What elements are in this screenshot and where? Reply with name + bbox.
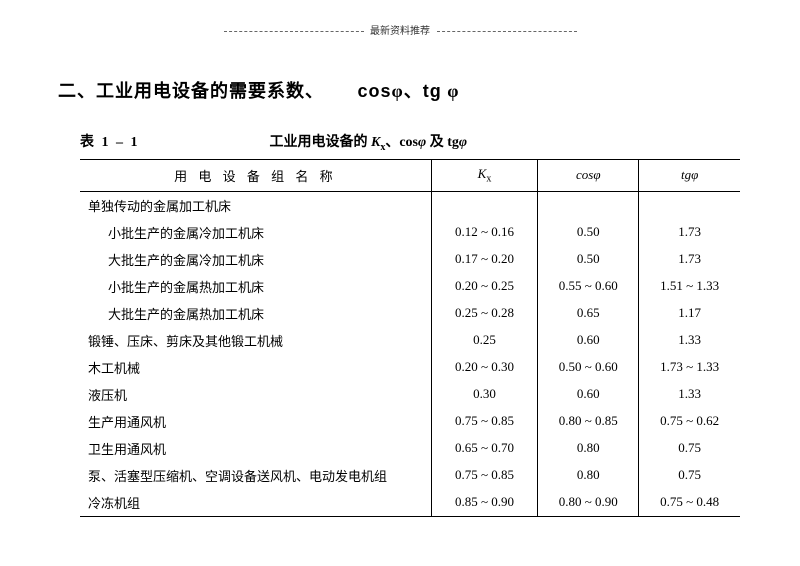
cell-kx: 0.20 ~ 0.25 (431, 273, 537, 300)
table-row: 卫生用通风机0.65 ~ 0.700.800.75 (80, 435, 740, 462)
cell-cos: 0.50 ~ 0.60 (538, 354, 639, 381)
table-header-row: 用 电 设 备 组 名 称 Kx cosφ tgφ (80, 159, 740, 191)
cell-cos: 0.55 ~ 0.60 (538, 273, 639, 300)
cell-tg: 0.75 ~ 0.48 (639, 489, 740, 517)
table-row: 小批生产的金属热加工机床0.20 ~ 0.250.55 ~ 0.601.51 ~… (80, 273, 740, 300)
cell-kx: 0.25 (431, 327, 537, 354)
cell-cos: 0.65 (538, 300, 639, 327)
section-title-tg: tg (423, 81, 442, 101)
cell-tg: 1.73 ~ 1.33 (639, 354, 740, 381)
cell-name: 泵、活塞型压缩机、空调设备送风机、电动发电机组 (80, 462, 431, 489)
cell-cos (538, 191, 639, 219)
header-text: 最新资料推荐 (370, 26, 430, 37)
cell-cos: 0.60 (538, 381, 639, 408)
table-body: 单独传动的金属加工机床小批生产的金属冷加工机床0.12 ~ 0.160.501.… (80, 191, 740, 516)
caption-kx-k: K (371, 135, 380, 150)
cell-tg: 1.33 (639, 381, 740, 408)
cell-tg: 1.33 (639, 327, 740, 354)
cell-kx: 0.12 ~ 0.16 (431, 219, 537, 246)
table-row: 生产用通风机0.75 ~ 0.850.80 ~ 0.850.75 ~ 0.62 (80, 408, 740, 435)
cell-tg: 1.73 (639, 219, 740, 246)
cell-name: 单独传动的金属加工机床 (80, 191, 431, 219)
cell-cos: 0.60 (538, 327, 639, 354)
table-container: 表 1 – 1 工业用电设备的 Kx、cosφ 及 tgφ 用 电 设 备 组 … (80, 131, 740, 517)
cell-name: 小批生产的金属冷加工机床 (80, 219, 431, 246)
cell-cos: 0.80 (538, 462, 639, 489)
cell-tg: 1.51 ~ 1.33 (639, 273, 740, 300)
caption-prefix: 工业用电设备的 (270, 135, 372, 150)
cell-cos: 0.50 (538, 246, 639, 273)
cell-kx: 0.25 ~ 0.28 (431, 300, 537, 327)
cell-tg: 0.75 ~ 0.62 (639, 408, 740, 435)
table-row: 泵、活塞型压缩机、空调设备送风机、电动发电机组0.75 ~ 0.850.800.… (80, 462, 740, 489)
table-row: 液压机0.300.601.33 (80, 381, 740, 408)
caption-mid: 、cos (385, 135, 418, 150)
cell-tg: 1.17 (639, 300, 740, 327)
table-caption: 工业用电设备的 Kx、cosφ 及 tgφ (270, 131, 468, 153)
cell-kx: 0.17 ~ 0.20 (431, 246, 537, 273)
cell-kx: 0.20 ~ 0.30 (431, 354, 537, 381)
col-header-tg-txt: tgφ (681, 167, 698, 182)
cell-tg (639, 191, 740, 219)
cell-cos: 0.80 (538, 435, 639, 462)
section-title: 二、工业用电设备的需要系数、 cosφ、tg φ (58, 77, 800, 103)
cell-name: 冷冻机组 (80, 489, 431, 517)
cell-cos: 0.80 ~ 0.85 (538, 408, 639, 435)
cell-name: 生产用通风机 (80, 408, 431, 435)
cell-tg: 0.75 (639, 435, 740, 462)
data-table: 用 电 设 备 组 名 称 Kx cosφ tgφ 单独传动的金属加工机床小批生… (80, 159, 740, 517)
cell-cos: 0.50 (538, 219, 639, 246)
col-header-kx-sub: x (486, 174, 491, 185)
cell-name: 大批生产的金属热加工机床 (80, 300, 431, 327)
caption-phi2: φ (459, 135, 467, 150)
col-header-cos-txt: cosφ (576, 167, 601, 182)
cell-cos: 0.80 ~ 0.90 (538, 489, 639, 517)
table-row: 冷冻机组0.85 ~ 0.900.80 ~ 0.900.75 ~ 0.48 (80, 489, 740, 517)
cell-tg: 0.75 (639, 462, 740, 489)
cell-name: 液压机 (80, 381, 431, 408)
section-title-cos: cos (358, 81, 392, 101)
table-row: 锻锤、压床、剪床及其他锻工机械0.250.601.33 (80, 327, 740, 354)
cell-name: 小批生产的金属热加工机床 (80, 273, 431, 300)
table-row: 木工机械0.20 ~ 0.300.50 ~ 0.601.73 ~ 1.33 (80, 354, 740, 381)
cell-name: 锻锤、压床、剪床及其他锻工机械 (80, 327, 431, 354)
table-row: 小批生产的金属冷加工机床0.12 ~ 0.160.501.73 (80, 219, 740, 246)
cell-kx (431, 191, 537, 219)
cell-kx: 0.30 (431, 381, 537, 408)
cell-name: 大批生产的金属冷加工机床 (80, 246, 431, 273)
section-title-phi2: φ (442, 81, 460, 101)
cell-name: 木工机械 (80, 354, 431, 381)
col-header-name: 用 电 设 备 组 名 称 (80, 159, 431, 191)
col-header-kx: Kx (431, 159, 537, 191)
table-number: 表 1 – 1 (80, 131, 140, 151)
caption-mid2: 及 tg (426, 135, 459, 150)
table-row: 大批生产的金属热加工机床0.25 ~ 0.280.651.17 (80, 300, 740, 327)
cell-name: 卫生用通风机 (80, 435, 431, 462)
table-heading-row: 表 1 – 1 工业用电设备的 Kx、cosφ 及 tgφ (80, 131, 740, 153)
section-title-phi1: φ、 (392, 81, 423, 101)
col-header-cos: cosφ (538, 159, 639, 191)
caption-phi1: φ (418, 135, 426, 150)
section-title-prefix: 二、工业用电设备的需要系数、 (58, 81, 324, 101)
page-header: 最新资料推荐 (0, 0, 800, 37)
table-row: 单独传动的金属加工机床 (80, 191, 740, 219)
col-header-tg: tgφ (639, 159, 740, 191)
cell-kx: 0.75 ~ 0.85 (431, 462, 537, 489)
cell-kx: 0.75 ~ 0.85 (431, 408, 537, 435)
cell-kx: 0.85 ~ 0.90 (431, 489, 537, 517)
table-row: 大批生产的金属冷加工机床0.17 ~ 0.200.501.73 (80, 246, 740, 273)
cell-kx: 0.65 ~ 0.70 (431, 435, 537, 462)
cell-tg: 1.73 (639, 246, 740, 273)
